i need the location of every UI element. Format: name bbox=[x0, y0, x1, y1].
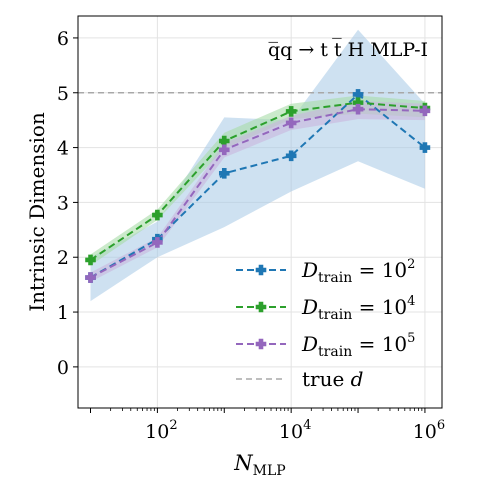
legend-label: Dtrain = 105 bbox=[301, 331, 415, 360]
x-tick-label: 106 bbox=[413, 418, 445, 443]
y-axis-label: Intrinsic Dimension bbox=[25, 112, 49, 312]
legend-marker bbox=[255, 338, 267, 350]
legend: Dtrain = 102 Dtrain = 104 Dtrain = 105 true… bbox=[236, 257, 415, 391]
series-line-2 bbox=[89, 101, 426, 261]
series-markers bbox=[85, 89, 431, 283]
legend-label: true d bbox=[302, 367, 363, 391]
y-tick-label: 2 bbox=[57, 247, 69, 269]
data-point-3 bbox=[218, 144, 230, 156]
axis-ticks: 0 1 2 3 4 5 6 102 104 106 bbox=[57, 28, 445, 443]
data-point-2 bbox=[152, 209, 163, 221]
y-tick-label: 5 bbox=[57, 83, 69, 105]
data-point-1 bbox=[218, 168, 230, 179]
data-point-1 bbox=[285, 150, 297, 162]
data-point-2 bbox=[285, 106, 297, 117]
y-tick-label: 3 bbox=[57, 192, 69, 214]
data-point-1 bbox=[352, 89, 364, 100]
data-point-1 bbox=[419, 142, 431, 153]
x-axis-label: NMLP bbox=[233, 451, 285, 479]
legend-marker bbox=[255, 264, 267, 276]
chart-annotation: q̅q → t t̅ H MLP-I bbox=[268, 38, 428, 61]
legend-label: Dtrain = 102 bbox=[301, 257, 415, 286]
legend-label: Dtrain = 104 bbox=[301, 294, 415, 323]
y-tick-label: 0 bbox=[57, 357, 69, 379]
y-tick-label: 6 bbox=[57, 28, 69, 50]
x-tick-label: 102 bbox=[145, 418, 177, 443]
data-point-2 bbox=[85, 254, 96, 266]
plot-frame bbox=[77, 15, 443, 409]
data-point-3 bbox=[419, 105, 431, 117]
y-tick-label: 1 bbox=[57, 302, 69, 324]
series-lines bbox=[89, 93, 426, 279]
data-point-3 bbox=[352, 103, 364, 115]
data-point-3 bbox=[85, 272, 96, 283]
series-line-3 bbox=[90, 108, 425, 279]
data-point-3 bbox=[285, 117, 297, 129]
y-tick-label: 4 bbox=[57, 138, 69, 160]
x-tick-label: 104 bbox=[279, 418, 311, 443]
data-point-2 bbox=[218, 135, 230, 147]
legend-marker bbox=[255, 301, 267, 313]
data-point-3 bbox=[152, 237, 163, 248]
